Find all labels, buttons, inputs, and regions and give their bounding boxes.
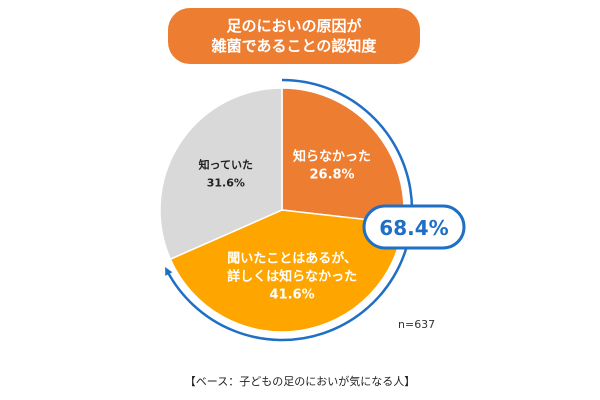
title-line-1: 足のにおいの原因が xyxy=(226,17,362,35)
pie-slice-3 xyxy=(159,87,283,261)
highlight-value: 68.4% xyxy=(379,216,448,240)
sample-size: n=637 xyxy=(398,318,436,331)
title-line-2: 雑菌であることの認知度 xyxy=(211,37,377,55)
pie-slice-2 xyxy=(169,209,405,333)
highlight-arc xyxy=(165,78,414,342)
base-note: 【ベース：子どもの足のにおいが気になる人】 xyxy=(184,375,416,388)
slice-label-3: 知っていた 31.6% xyxy=(198,157,253,189)
title-banner: 足のにおいの原因が 雑菌であることの認知度 xyxy=(168,8,420,64)
slice-label-2: 聞いたことはあるが、詳しくは知らなかった 41.6% xyxy=(227,250,357,302)
highlight-badge xyxy=(362,204,466,250)
pie-slice-1 xyxy=(281,87,405,225)
slice-label-1: 知らなかった 26.8% xyxy=(293,148,371,182)
